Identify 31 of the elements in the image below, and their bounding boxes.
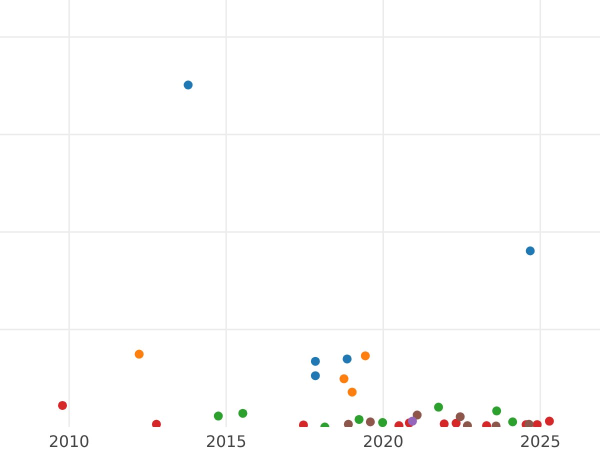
x-tick-label: 2015 [206,432,247,450]
point [348,388,357,397]
point [378,418,388,427]
point [339,374,348,384]
point [238,408,248,418]
x-tick-label: 2020 [362,432,404,450]
point [310,371,320,380]
point [544,416,554,426]
point [344,420,353,427]
point [134,350,144,359]
point [354,414,364,424]
point [366,417,375,426]
point [492,406,502,416]
point [412,410,422,420]
point [456,412,465,422]
point [214,412,223,421]
point [184,80,193,90]
x-tick-label: 2010 [48,432,90,450]
point [452,418,461,427]
point [434,402,444,412]
point [508,417,518,426]
x-tick-label: 2025 [520,432,561,450]
point [310,356,320,366]
point [526,246,535,256]
point [440,419,449,427]
point [342,354,352,364]
point [360,351,370,360]
point [152,420,161,427]
point [524,420,534,427]
point [408,416,417,426]
point [58,400,68,410]
